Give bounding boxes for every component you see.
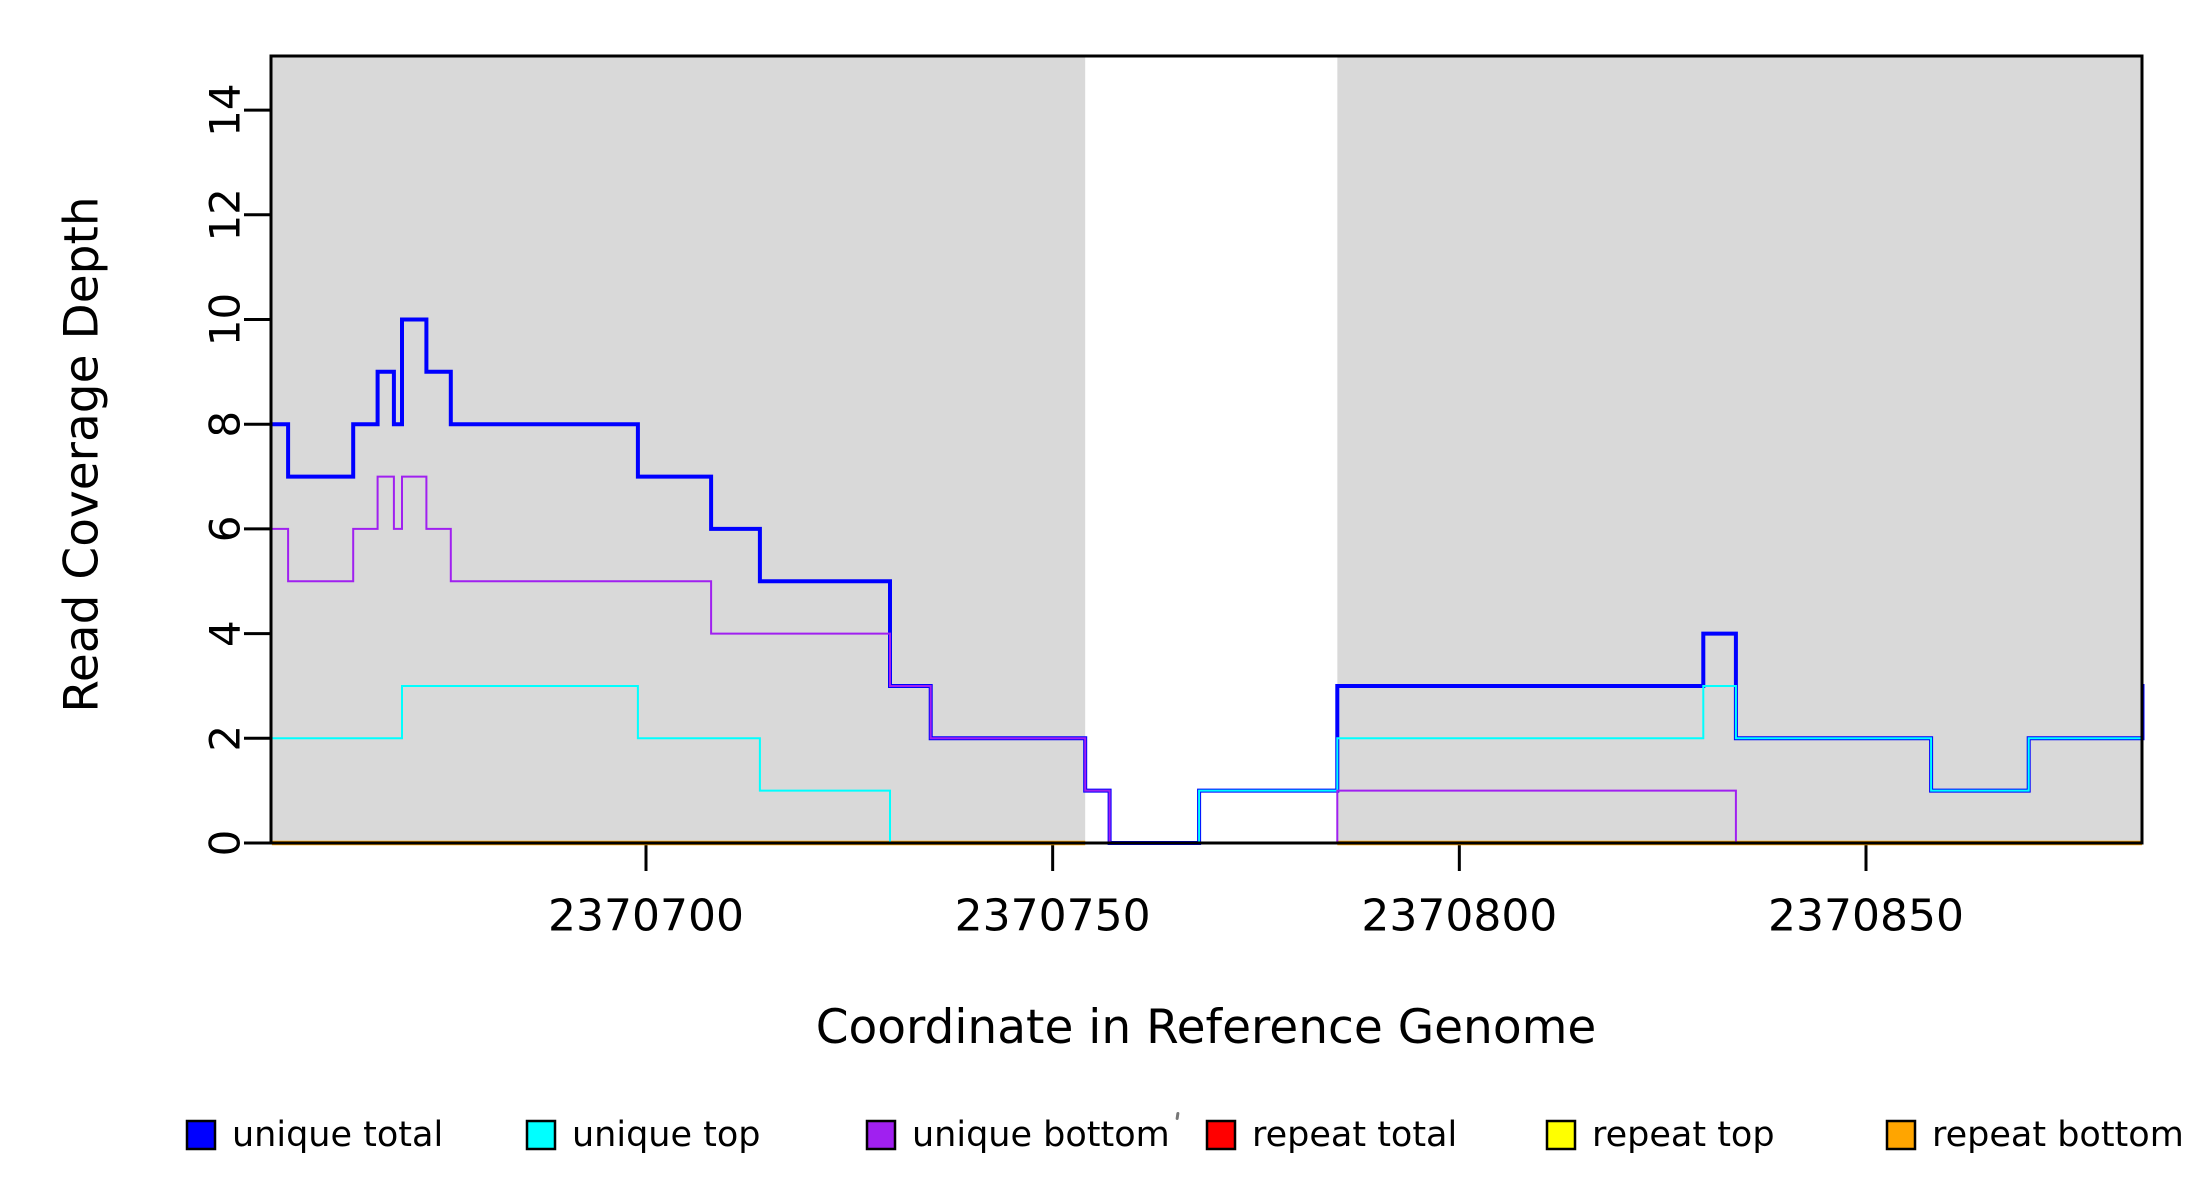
shaded-region-1 <box>271 56 1086 843</box>
legend-swatch-unique-total <box>185 1119 217 1151</box>
y-tick-label: 0 <box>201 830 250 857</box>
y-tick-label: 4 <box>201 620 250 647</box>
legend-label-repeat-total: repeat total <box>1252 1115 1457 1155</box>
y-tick-label: 12 <box>201 188 250 241</box>
series-unique-bottom <box>271 475 2144 844</box>
x-tick-label: 2370850 <box>1768 891 1964 942</box>
x-axis-title: Coordinate in Reference Genome <box>815 1000 1597 1055</box>
legend-swatch-unique-bottom <box>865 1119 897 1151</box>
y-tick-label: 10 <box>201 293 250 346</box>
y-tick-label: 2 <box>201 725 250 752</box>
legend-swatch-repeat-top <box>1545 1119 1577 1151</box>
series-unique-top <box>271 685 2142 844</box>
legend-label-repeat-bottom: repeat bottom <box>1932 1115 2184 1155</box>
y-tick-label: 8 <box>201 411 250 438</box>
y-axis-title: Read Coverage Depth <box>54 196 110 713</box>
x-tick-label: 2370700 <box>548 891 744 942</box>
legend-label-unique-top: unique top <box>572 1115 761 1155</box>
legend-swatch-repeat-bottom <box>1885 1119 1917 1151</box>
plot-border <box>269 54 2144 845</box>
y-tick-label: 6 <box>201 516 250 543</box>
legend-swatch-unique-top <box>525 1119 557 1151</box>
y-tick-label: 14 <box>201 83 250 136</box>
x-tick-label: 2370750 <box>955 891 1151 942</box>
legend-swatch-repeat-total <box>1205 1119 1237 1151</box>
shaded-region-2 <box>1337 56 2142 843</box>
legend-label-unique-total: unique total <box>232 1115 443 1155</box>
legend-label-unique-bottom: unique bottom <box>912 1115 1170 1155</box>
x-tick-label: 2370800 <box>1361 891 1557 942</box>
legend-label-repeat-top: repeat top <box>1592 1115 1775 1155</box>
